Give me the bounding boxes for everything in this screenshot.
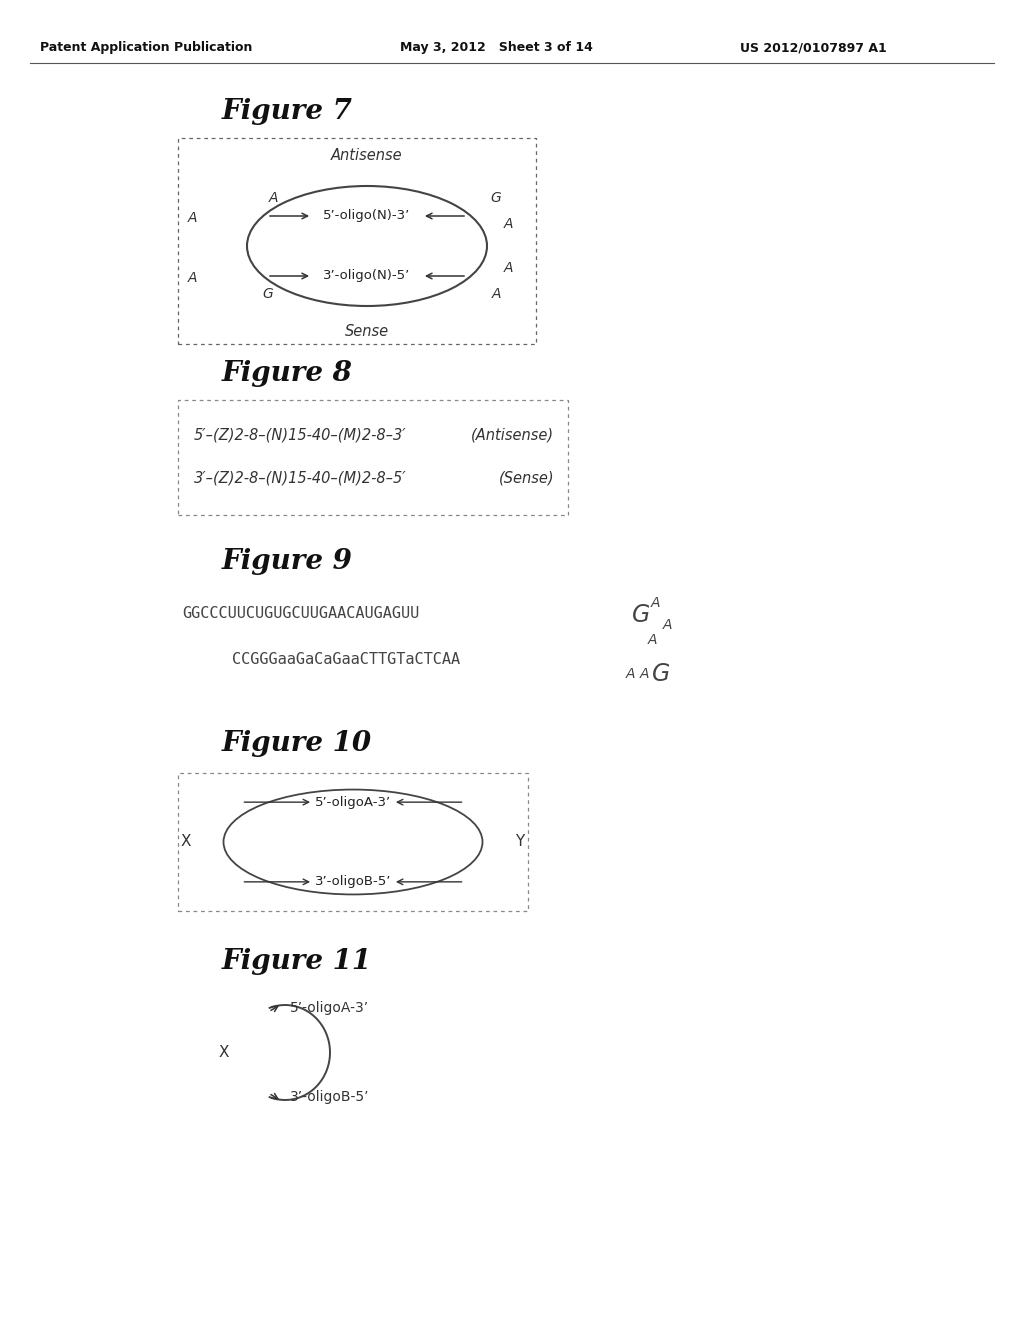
Text: CCGGGaaGaCaGaaCTTGTaCTCAA: CCGGGaaGaCaGaaCTTGTaCTCAA [232,652,460,668]
Text: 5’-oligo(N)-3’: 5’-oligo(N)-3’ [324,210,411,223]
Text: A: A [503,261,513,275]
Text: G: G [490,191,502,205]
Text: Figure 7: Figure 7 [222,98,353,125]
Bar [178,139,536,345]
Text: X: X [181,834,191,850]
Text: A: A [187,211,197,224]
Text: 3’-oligo(N)-5’: 3’-oligo(N)-5’ [324,269,411,282]
Ellipse shape [247,186,487,306]
Text: Patent Application Publication: Patent Application Publication [40,41,252,54]
Text: US 2012/0107897 A1: US 2012/0107897 A1 [740,41,887,54]
Ellipse shape [223,789,482,895]
Text: A: A [503,216,513,231]
Text: A: A [626,667,636,681]
Text: Y: Y [515,834,524,850]
Text: A: A [268,191,278,205]
Bar [178,774,528,911]
Text: A: A [648,634,657,647]
Text: G: G [262,286,273,301]
Text: G: G [652,663,671,686]
Text: Figure 10: Figure 10 [222,730,372,756]
Text: Figure 11: Figure 11 [222,948,372,975]
Text: 5′–(Z)2-8–(N)15-40–(M)2-8–3′: 5′–(Z)2-8–(N)15-40–(M)2-8–3′ [194,428,407,442]
Text: Figure 9: Figure 9 [222,548,353,576]
Text: 3′–(Z)2-8–(N)15-40–(M)2-8–5′: 3′–(Z)2-8–(N)15-40–(M)2-8–5′ [194,470,407,486]
Text: 5’-oligoA-3’: 5’-oligoA-3’ [290,1001,369,1015]
Text: (Antisense): (Antisense) [471,428,554,442]
Text: A: A [663,618,673,632]
Text: X: X [219,1045,229,1060]
Text: (Sense): (Sense) [499,470,554,486]
Text: 3’-oligoB-5’: 3’-oligoB-5’ [290,1090,369,1104]
Text: A: A [187,271,197,285]
Text: 5’-oligoA-3’: 5’-oligoA-3’ [315,796,391,809]
Text: Antisense: Antisense [331,149,402,164]
Text: Figure 8: Figure 8 [222,360,353,387]
Text: G: G [632,603,650,627]
Text: GGCCCUUCUGUGCUUGAACAUGAGUU: GGCCCUUCUGUGCUUGAACAUGAGUU [182,606,419,620]
Text: Sense: Sense [345,325,389,339]
Text: May 3, 2012   Sheet 3 of 14: May 3, 2012 Sheet 3 of 14 [400,41,593,54]
Bar [178,400,568,515]
Text: 3’-oligoB-5’: 3’-oligoB-5’ [314,875,391,888]
Text: A: A [651,597,660,610]
Text: A: A [492,286,501,301]
Text: A: A [640,667,649,681]
